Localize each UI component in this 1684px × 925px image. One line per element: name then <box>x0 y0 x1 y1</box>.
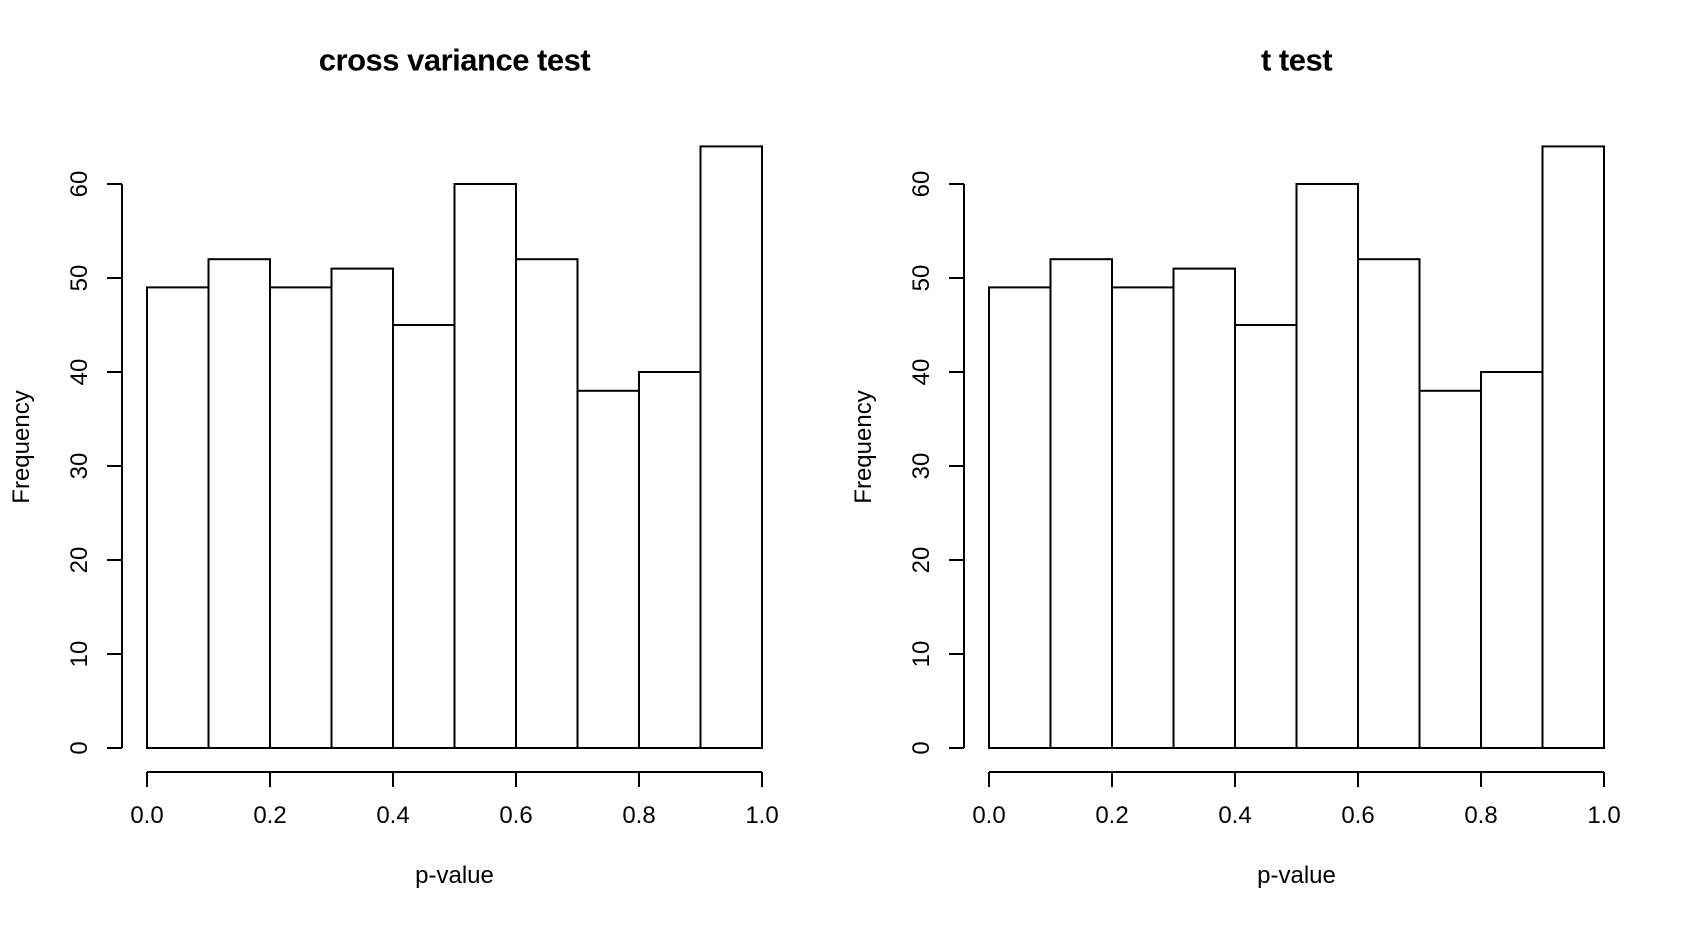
histogram-bar <box>392 324 456 749</box>
histogram-bar <box>576 389 640 749</box>
y-axis-tick-label: 30 <box>908 452 935 480</box>
histogram-bar <box>330 267 394 749</box>
y-axis-title: Frequency <box>8 390 35 504</box>
y-axis <box>107 183 123 749</box>
histogram-bar <box>1172 267 1236 749</box>
x-axis-tick-label: 0.6 <box>1341 802 1375 829</box>
x-axis-tick-label: 0.8 <box>1464 802 1498 829</box>
y-axis-tick-label: 60 <box>66 170 93 198</box>
x-axis-tick-label: 0.4 <box>376 802 410 829</box>
plot-area-svg <box>107 145 763 787</box>
histogram-bar <box>638 371 702 749</box>
histogram-bar <box>1111 286 1175 749</box>
histogram-bar <box>1295 183 1359 749</box>
x-axis-tick-label: 1.0 <box>1587 802 1621 829</box>
y-axis-tick-label: 20 <box>66 546 93 574</box>
plot-area-svg <box>949 145 1605 787</box>
histogram-bar <box>207 258 271 749</box>
y-axis-tick-label: 40 <box>66 358 93 386</box>
panel-histogram-t-test: t test Frequency p-value 0 10 20 30 40 50 60 0.… <box>842 0 1684 925</box>
y-axis-title: Frequency <box>850 390 877 504</box>
y-axis-tick-label: 10 <box>908 640 935 668</box>
x-axis-title: p-value <box>1257 862 1336 889</box>
y-axis-tick-label: 0 <box>66 741 93 755</box>
y-axis-tick-label: 40 <box>908 358 935 386</box>
y-axis-tick-label: 60 <box>908 170 935 198</box>
y-axis <box>949 183 965 749</box>
histogram-bar <box>1357 258 1421 749</box>
x-axis-tick-label: 0.0 <box>130 802 164 829</box>
y-axis-tick-label: 30 <box>66 452 93 480</box>
histogram-bar <box>1049 258 1113 749</box>
x-axis-title: p-value <box>415 862 494 889</box>
y-axis-tick-label: 10 <box>66 640 93 668</box>
y-axis-tick-label: 20 <box>908 546 935 574</box>
histogram-bar <box>515 258 579 749</box>
x-axis-tick-label: 0.4 <box>1218 802 1252 829</box>
histogram-bar <box>269 286 333 749</box>
panel-histogram-cross-variance-test: cross variance test Frequency p-value 0 1… <box>8 42 779 889</box>
histogram-bar <box>1541 145 1605 749</box>
y-axis-tick-label: 0 <box>908 741 935 755</box>
x-axis-tick-label: 1.0 <box>745 802 779 829</box>
x-axis <box>146 771 763 787</box>
chart-title: t test <box>1260 42 1333 78</box>
histogram-bar <box>1480 371 1544 749</box>
y-axis-tick-label: 50 <box>908 264 935 292</box>
histogram-bar <box>453 183 517 749</box>
histogram-bar <box>988 286 1052 749</box>
x-axis-tick-label: 0.2 <box>253 802 287 829</box>
x-axis-tick-label: 0.2 <box>1095 802 1129 829</box>
chart-title: cross variance test <box>318 42 591 78</box>
histogram-bar <box>1418 389 1482 749</box>
y-axis-tick-label: 50 <box>66 264 93 292</box>
histogram-bar <box>146 286 210 749</box>
x-axis-tick-label: 0.8 <box>622 802 656 829</box>
histogram-bar <box>699 145 763 749</box>
histogram-bar <box>1234 324 1298 749</box>
x-axis-tick-label: 0.0 <box>972 802 1006 829</box>
x-axis-tick-label: 0.6 <box>499 802 533 829</box>
x-axis <box>988 771 1605 787</box>
